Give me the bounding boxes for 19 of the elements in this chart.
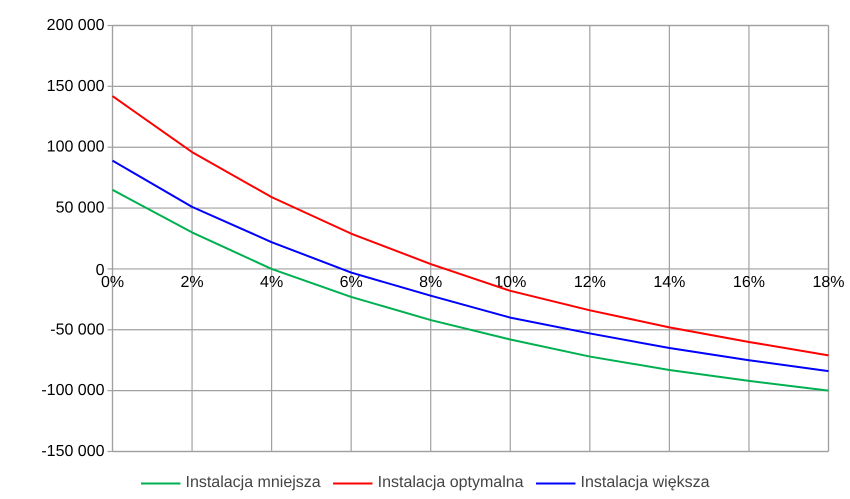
x-tick-label: 12%: [574, 274, 606, 291]
y-tick-label: 200 000: [46, 17, 105, 34]
x-tick-label: 2%: [180, 274, 204, 291]
y-tick-label: -50 000: [50, 321, 105, 338]
y-tick-label: 50 000: [56, 200, 105, 217]
x-tick-label: 4%: [260, 274, 284, 291]
x-tick-label: 6%: [340, 274, 363, 291]
x-tick-label: 10%: [494, 274, 526, 291]
y-tick-label: -150 000: [41, 443, 105, 460]
legend-label: Instalacja mniejsza: [186, 474, 321, 492]
legend-label: Instalacja większa: [580, 474, 710, 492]
x-tick-label: 16%: [732, 274, 765, 291]
x-tick-label: 14%: [653, 274, 686, 291]
y-tick-label: 100 000: [46, 138, 105, 156]
y-tick-label: -100 000: [41, 382, 105, 400]
y-tick-label: 150 000: [46, 78, 105, 95]
x-tick-label: 18%: [812, 274, 845, 291]
x-tick-label: 8%: [419, 274, 442, 291]
legend-label: Instalacja optymalna: [378, 474, 524, 492]
